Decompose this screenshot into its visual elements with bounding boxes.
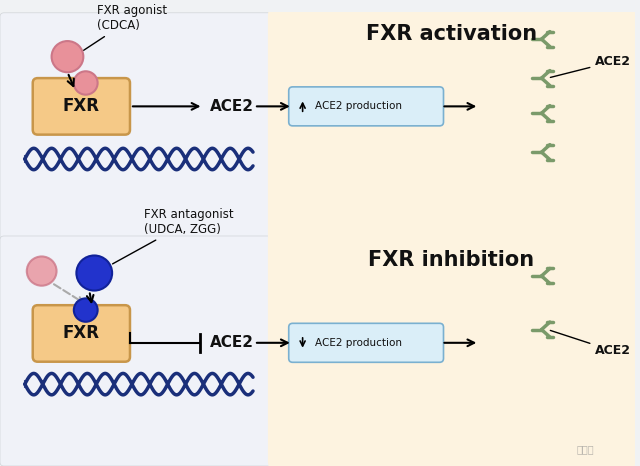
Text: FXR agonist
(CDCA): FXR agonist (CDCA) — [84, 4, 167, 50]
FancyBboxPatch shape — [289, 323, 444, 362]
Circle shape — [76, 255, 112, 291]
FancyBboxPatch shape — [268, 220, 640, 466]
Circle shape — [74, 71, 98, 95]
Text: FXR inhibition: FXR inhibition — [369, 250, 534, 270]
Text: FXR: FXR — [63, 324, 100, 343]
Text: FXR antagonist
(UDCA, ZGG): FXR antagonist (UDCA, ZGG) — [113, 208, 234, 264]
FancyBboxPatch shape — [33, 305, 130, 362]
Circle shape — [52, 41, 83, 72]
FancyBboxPatch shape — [268, 0, 640, 254]
Text: FXR: FXR — [63, 97, 100, 116]
Circle shape — [27, 256, 56, 286]
Text: ACE2 production: ACE2 production — [314, 338, 401, 348]
Text: ACE2 production: ACE2 production — [314, 102, 401, 111]
FancyBboxPatch shape — [289, 87, 444, 126]
FancyBboxPatch shape — [0, 236, 635, 466]
FancyBboxPatch shape — [33, 78, 130, 135]
Text: ACE2: ACE2 — [211, 336, 254, 350]
Text: ACE2: ACE2 — [211, 99, 254, 114]
FancyBboxPatch shape — [0, 13, 635, 241]
Text: ACE2: ACE2 — [550, 330, 631, 357]
Text: FXR activation: FXR activation — [366, 23, 537, 43]
Text: ACE2: ACE2 — [550, 55, 631, 77]
Circle shape — [74, 298, 98, 322]
Text: 量子位: 量子位 — [577, 444, 594, 454]
